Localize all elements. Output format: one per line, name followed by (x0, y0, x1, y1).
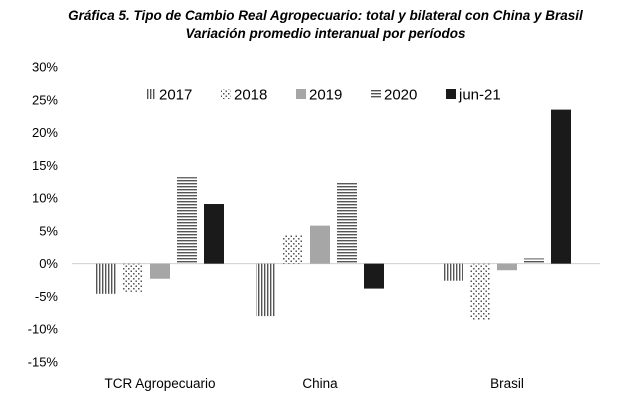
legend: 2017 2018 2019 2020 jun-21 (146, 87, 501, 104)
legend-swatch (146, 89, 156, 99)
y-tick-label: 5% (39, 223, 58, 238)
bar-2018-3 (470, 263, 490, 321)
x-category-label: TCR Agropecuario (104, 376, 215, 391)
y-tick-label: -15% (28, 355, 59, 370)
legend-label: jun-21 (458, 87, 501, 104)
bar-2018-2 (283, 235, 303, 264)
bar-2017-2 (256, 263, 276, 317)
legend-label: 2017 (159, 87, 192, 104)
legend-label: 2020 (384, 87, 417, 104)
bar-2020-2 (337, 183, 357, 264)
x-category-label: Brasil (490, 376, 524, 391)
y-tick-label: 25% (32, 92, 58, 107)
bar-2017-3 (443, 263, 463, 281)
y-tick-label: 20% (32, 125, 58, 140)
bar-2017-1 (96, 263, 116, 294)
bar-2020-1 (177, 177, 197, 264)
bar-jun-21-2 (364, 263, 384, 289)
legend-swatch (296, 89, 306, 99)
y-tick-label: -10% (28, 322, 59, 337)
y-tick-label: 10% (32, 191, 58, 206)
y-tick-label: 30% (32, 60, 58, 75)
chart-title: Gráfica 5. Tipo de Cambio Real Agropecua… (68, 8, 583, 23)
y-tick-label: 0% (39, 256, 58, 271)
bar-jun-21-3 (551, 109, 571, 264)
x-category-label: China (302, 376, 338, 391)
legend-swatch (371, 89, 381, 99)
bar-2019-1 (150, 263, 170, 279)
bar-2020-3 (524, 258, 544, 264)
bar-jun-21-1 (204, 204, 224, 264)
legend-swatch (221, 89, 231, 99)
bar-2019-2 (310, 225, 330, 264)
legend-swatch (446, 89, 456, 99)
bar-2018-1 (123, 263, 143, 292)
chart-subtitle: Variación promedio interanual por períod… (185, 26, 466, 41)
bar-2019-3 (497, 263, 517, 271)
y-axis: 30% 25% 20% 15% 10% 5% 0% -5% -10% -15% (28, 60, 600, 370)
y-tick-label: -5% (35, 289, 59, 304)
x-axis: TCR Agropecuario China Brasil (104, 376, 523, 391)
bars (96, 109, 571, 321)
legend-label: 2018 (234, 87, 267, 104)
legend-label: 2019 (309, 87, 342, 104)
y-tick-label: 15% (32, 158, 58, 173)
